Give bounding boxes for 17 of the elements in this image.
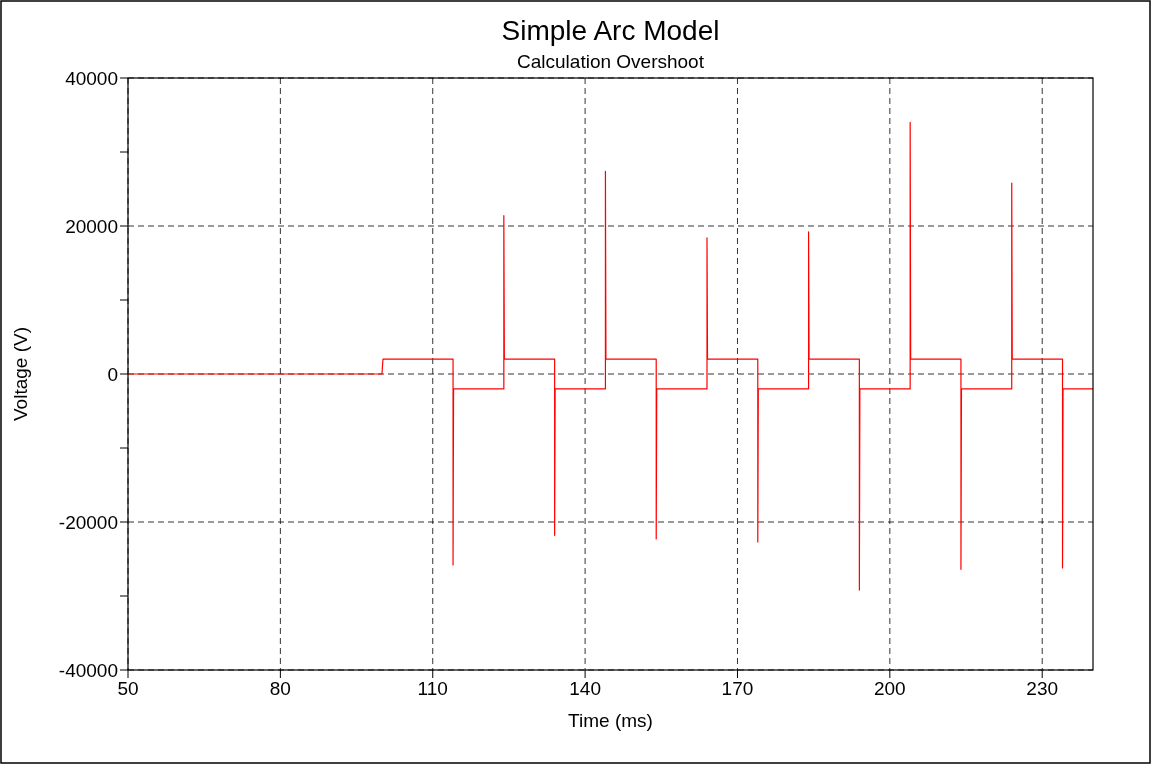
y-tick-label: -20000 bbox=[58, 512, 118, 533]
x-tick-label: 140 bbox=[569, 678, 601, 699]
y-tick-label: -40000 bbox=[58, 660, 118, 681]
line-series bbox=[127, 121, 1094, 591]
chart-subtitle: Calculation Overshoot bbox=[517, 51, 705, 72]
y-tick-label: 0 bbox=[107, 364, 118, 385]
chart-title: Simple Arc Model bbox=[501, 15, 720, 46]
x-tick-label: 50 bbox=[117, 678, 139, 699]
y-axis-title: Voltage (V) bbox=[10, 327, 31, 421]
x-tick-label: 80 bbox=[269, 678, 291, 699]
x-tick-label: 170 bbox=[721, 678, 754, 699]
x-tick-label: 200 bbox=[873, 678, 906, 699]
x-tick-label: 230 bbox=[1026, 678, 1059, 699]
x-tick-label: 110 bbox=[417, 678, 448, 699]
y-tick-label: 20000 bbox=[65, 216, 118, 237]
y-tick-label: 40000 bbox=[65, 68, 118, 89]
x-axis-title: Time (ms) bbox=[568, 710, 653, 731]
